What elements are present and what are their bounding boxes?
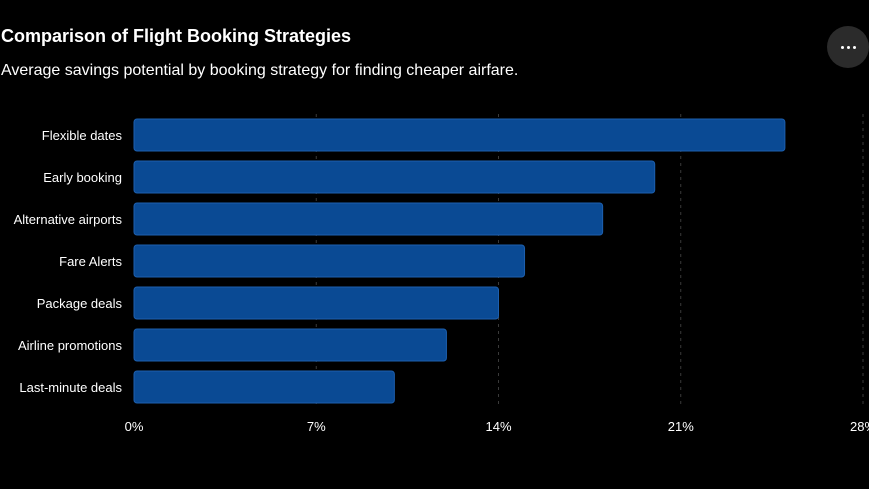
bar <box>133 370 395 404</box>
chart-title: Comparison of Flight Booking Strategies <box>1 26 352 46</box>
category-label: Early booking <box>43 170 122 185</box>
category-label: Package deals <box>37 296 123 311</box>
more-horizontal-icon <box>840 45 856 49</box>
category-label: Fare Alerts <box>59 254 122 269</box>
x-tick-label: 28% <box>850 419 869 434</box>
x-tick-label: 14% <box>485 419 511 434</box>
bar <box>133 328 447 362</box>
category-label: Last-minute deals <box>19 380 122 395</box>
category-label: Alternative airports <box>14 212 123 227</box>
category-label: Airline promotions <box>18 338 123 353</box>
bar <box>133 286 499 320</box>
x-tick-label: 0% <box>125 419 144 434</box>
bar <box>133 202 604 236</box>
bar <box>133 118 786 152</box>
x-tick-label: 21% <box>668 419 694 434</box>
bar <box>133 244 526 278</box>
x-tick-label: 7% <box>307 419 326 434</box>
chart-subtitle: Average savings potential by booking str… <box>1 62 519 79</box>
more-options-button[interactable] <box>827 26 869 68</box>
category-label: Flexible dates <box>42 128 123 143</box>
bar <box>133 160 656 194</box>
